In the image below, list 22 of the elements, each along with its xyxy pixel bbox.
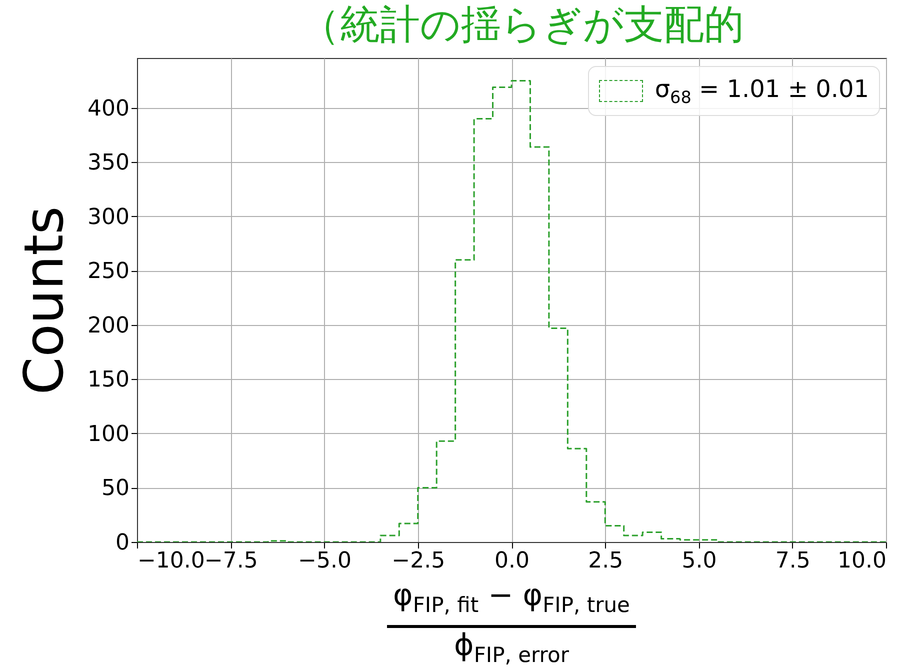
y-tick-label: 300 <box>88 204 130 230</box>
text: （統計の揺らぎが支配的 <box>300 1 744 50</box>
x-tick-label: 10.0 <box>838 548 886 574</box>
y-tick-label: 400 <box>88 96 130 122</box>
y-axis-title: Counts <box>12 206 76 395</box>
y-tick-label: 200 <box>88 313 130 338</box>
legend-label: σ$_{68}$ = 1.01 ± 0.01 <box>654 75 869 107</box>
x-tick-label: −5.0 <box>298 548 352 574</box>
x-tick-label: 0.0 <box>494 548 530 574</box>
y-tick-label: 150 <box>88 368 130 393</box>
x-tick-label: 2.5 <box>588 548 624 574</box>
y-tick-label: 50 <box>102 476 130 502</box>
y-tick-label: 250 <box>88 259 130 284</box>
x-tick-label: −2.5 <box>392 548 446 574</box>
y-tick-label: 350 <box>88 150 130 176</box>
y-tick-label: 100 <box>88 422 130 447</box>
text: φ$_{FIP, fit}$ − φ$_{FIP, true}$ ϕ$_{FIP, error}$ <box>393 578 630 667</box>
x-tick-label: 7.5 <box>775 548 810 574</box>
y-tick-label: 0 <box>116 530 130 556</box>
x-tick-label: 5.0 <box>682 548 717 574</box>
x-tick-label: −7.5 <box>204 548 258 574</box>
x-tick-label: −10.0 <box>138 548 205 574</box>
